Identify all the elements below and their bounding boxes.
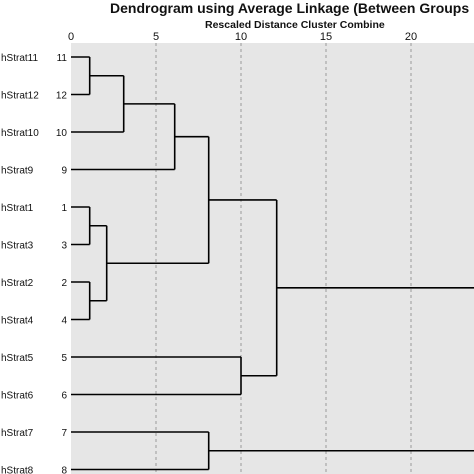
leaf-name: hStrat4 [1,316,34,327]
leaf-id: 3 [61,241,67,252]
leaf-id: 12 [56,91,68,102]
leaf-id: 8 [61,466,67,474]
chart-title: Dendrogram using Average Linkage (Betwee… [110,0,470,16]
leaf-id: 4 [61,316,67,327]
leaf-id: 1 [61,203,67,214]
leaf-name: hStrat3 [1,241,34,252]
leaf-name: hStrat11 [1,53,38,64]
leaf-name: hStrat10 [1,128,39,139]
leaf-name: hStrat5 [1,353,34,364]
x-tick-label: 10 [235,31,247,43]
leaf-id: 11 [57,53,68,64]
leaf-name: hStrat9 [1,166,34,177]
leaf-name: hStrat12 [1,91,39,102]
leaf-id: 6 [61,391,67,402]
x-tick-label: 5 [153,31,159,43]
leaf-name: hStrat7 [1,428,34,439]
x-tick-label: 20 [405,31,417,43]
leaf-name: hStrat6 [1,391,34,402]
leaf-name: hStrat8 [1,466,34,474]
x-axis-label: Rescaled Distance Cluster Combine [205,19,385,31]
leaf-name: hStrat2 [1,278,34,289]
plot-area [71,43,474,474]
leaf-name: hStrat1 [1,203,34,214]
x-tick-label: 0 [68,31,74,43]
leaf-id: 9 [61,166,67,177]
leaf-id: 2 [61,278,67,289]
leaf-id: 7 [61,428,67,439]
leaf-id: 5 [61,353,67,364]
leaf-id: 10 [56,128,68,139]
x-tick-label: 15 [320,31,332,43]
